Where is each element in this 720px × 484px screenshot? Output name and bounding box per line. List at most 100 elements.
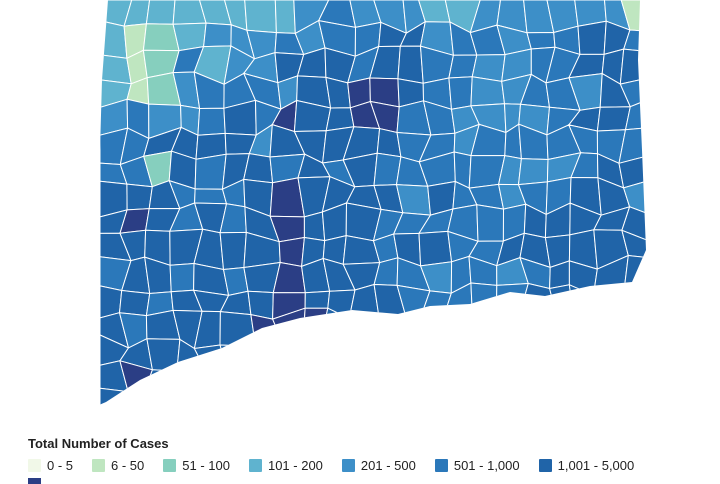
town-region[interactable] <box>375 400 403 420</box>
town-region[interactable] <box>203 22 232 48</box>
town-region[interactable] <box>169 262 195 293</box>
town-region[interactable] <box>172 22 207 52</box>
town-region[interactable] <box>499 334 531 372</box>
town-region[interactable] <box>244 0 277 34</box>
town-region[interactable] <box>548 284 573 316</box>
town-region[interactable] <box>477 333 505 375</box>
town-region[interactable] <box>527 337 554 375</box>
town-region[interactable] <box>400 398 426 420</box>
town-region[interactable] <box>623 254 651 288</box>
town-region[interactable] <box>628 388 650 420</box>
town-region[interactable] <box>304 290 331 309</box>
town-region[interactable] <box>321 334 357 371</box>
town-region[interactable] <box>371 318 408 343</box>
town-region[interactable] <box>418 230 453 267</box>
town-region[interactable] <box>618 154 650 189</box>
town-region[interactable] <box>470 76 506 107</box>
town-region[interactable] <box>493 365 532 398</box>
town-region[interactable] <box>471 310 501 349</box>
town-region[interactable] <box>269 393 294 420</box>
town-region[interactable] <box>303 211 326 242</box>
town-region[interactable] <box>592 286 626 320</box>
town-region[interactable] <box>126 183 153 211</box>
town-region[interactable] <box>552 339 577 375</box>
town-region[interactable] <box>144 390 180 420</box>
town-region[interactable] <box>397 45 424 84</box>
town-region[interactable] <box>327 361 357 393</box>
town-region[interactable] <box>529 365 554 398</box>
town-region[interactable] <box>568 283 598 320</box>
town-region[interactable] <box>292 364 330 395</box>
town-region[interactable] <box>219 231 247 271</box>
town-region[interactable] <box>598 363 630 391</box>
town-region[interactable] <box>526 31 556 50</box>
town-region[interactable] <box>302 307 329 337</box>
town-region[interactable] <box>475 396 506 420</box>
town-region[interactable] <box>575 366 607 400</box>
town-region[interactable] <box>395 336 423 375</box>
town-region[interactable] <box>568 309 603 349</box>
town-region[interactable] <box>325 386 351 420</box>
town-region[interactable] <box>327 289 356 320</box>
town-region[interactable] <box>444 360 481 399</box>
town-region[interactable] <box>200 363 232 401</box>
town-region[interactable] <box>604 388 632 420</box>
town-region[interactable] <box>476 204 505 242</box>
town-region[interactable] <box>619 48 650 85</box>
town-region[interactable] <box>395 308 425 341</box>
town-region[interactable] <box>598 335 621 374</box>
town-region[interactable] <box>618 360 650 395</box>
town-region[interactable] <box>244 334 280 366</box>
town-region[interactable] <box>145 0 176 25</box>
town-region[interactable] <box>219 311 257 348</box>
town-region[interactable] <box>552 309 573 349</box>
town-region[interactable] <box>126 390 155 420</box>
town-region[interactable] <box>443 310 479 349</box>
town-region[interactable] <box>194 188 228 205</box>
town-region[interactable] <box>419 308 457 341</box>
town-region[interactable] <box>278 236 305 267</box>
town-region[interactable] <box>349 337 375 366</box>
town-region[interactable] <box>495 282 529 321</box>
town-region[interactable] <box>146 338 181 372</box>
town-region[interactable] <box>621 229 650 259</box>
town-region[interactable] <box>517 158 549 186</box>
town-region[interactable] <box>194 153 227 190</box>
town-region[interactable] <box>493 396 532 420</box>
town-region[interactable] <box>225 360 256 401</box>
town-region[interactable] <box>222 398 256 420</box>
town-region[interactable] <box>372 336 398 366</box>
town-region[interactable] <box>620 281 650 318</box>
town-region[interactable] <box>99 387 129 420</box>
town-region[interactable] <box>596 106 631 132</box>
town-region[interactable] <box>421 360 454 400</box>
town-region[interactable] <box>99 54 132 85</box>
town-region[interactable] <box>444 393 481 420</box>
town-region[interactable] <box>622 179 650 216</box>
town-region[interactable] <box>348 317 381 343</box>
town-region[interactable] <box>451 339 480 376</box>
town-region[interactable] <box>518 314 557 348</box>
town-region[interactable] <box>349 362 379 402</box>
town-region[interactable] <box>193 344 227 373</box>
town-region[interactable] <box>396 362 426 402</box>
town-region[interactable] <box>244 360 280 400</box>
town-region[interactable] <box>173 393 202 420</box>
town-region[interactable] <box>176 370 207 396</box>
town-region[interactable] <box>577 20 607 55</box>
town-region[interactable] <box>242 397 281 420</box>
town-region[interactable] <box>478 370 505 399</box>
town-region[interactable] <box>274 0 296 34</box>
town-region[interactable] <box>396 284 431 321</box>
town-region[interactable] <box>118 289 151 317</box>
town-region[interactable] <box>196 393 232 420</box>
town-region[interactable] <box>495 315 530 339</box>
town-region[interactable] <box>197 107 226 136</box>
town-region[interactable] <box>373 362 402 402</box>
town-region[interactable] <box>596 314 622 349</box>
town-region[interactable] <box>99 20 128 59</box>
town-region[interactable] <box>273 334 305 366</box>
town-region[interactable] <box>448 76 473 110</box>
town-region[interactable] <box>470 282 498 321</box>
town-region[interactable] <box>549 366 582 400</box>
